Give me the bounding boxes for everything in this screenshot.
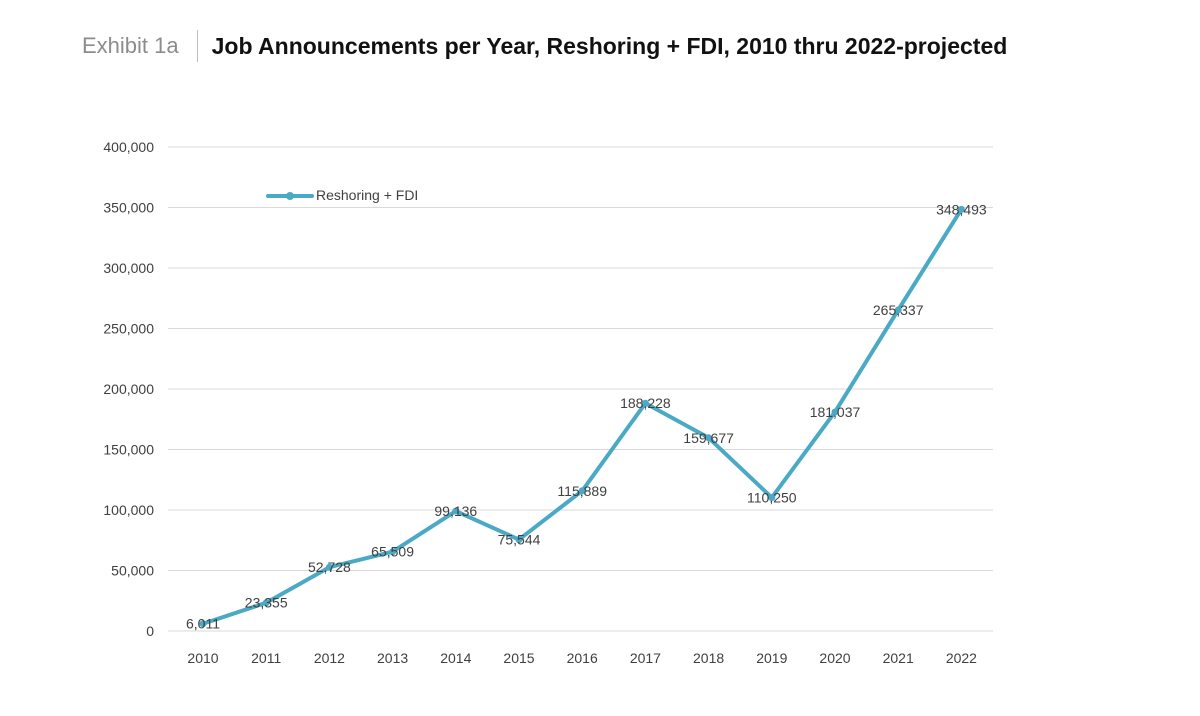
data-label: 159,677 <box>683 430 734 446</box>
data-point <box>957 205 965 213</box>
x-tick-label: 2019 <box>756 650 787 666</box>
data-label: 110,250 <box>747 490 797 506</box>
exhibit-label: Exhibit 1a <box>82 33 179 58</box>
y-tick-label: 0 <box>146 623 154 639</box>
legend-marker <box>286 192 294 200</box>
data-point <box>578 487 586 495</box>
y-tick-label: 150,000 <box>103 442 154 458</box>
data-point <box>894 306 902 314</box>
x-tick-label: 2020 <box>819 650 850 666</box>
x-tick-label: 2012 <box>314 650 345 666</box>
data-label: 99,136 <box>434 503 477 519</box>
header-divider <box>196 30 198 62</box>
y-tick-label: 100,000 <box>103 502 154 518</box>
data-label: 65,509 <box>371 544 414 560</box>
y-tick-label: 250,000 <box>103 321 154 337</box>
data-label: 23,355 <box>245 595 288 611</box>
data-label: 181,037 <box>810 404 861 420</box>
data-point <box>452 507 460 515</box>
data-point <box>641 399 649 407</box>
y-tick-label: 400,000 <box>103 139 154 155</box>
y-tick-label: 300,000 <box>103 260 154 276</box>
legend-label: Reshoring + FDI <box>316 187 418 203</box>
data-point <box>831 408 839 416</box>
x-tick-label: 2016 <box>567 650 598 666</box>
data-point <box>705 434 713 442</box>
data-point <box>199 620 207 628</box>
x-tick-label: 2018 <box>693 650 724 666</box>
y-tick-label: 200,000 <box>103 381 154 397</box>
x-tick-label: 2022 <box>946 650 977 666</box>
data-label: 6,011 <box>186 616 220 632</box>
data-label: 52,728 <box>308 559 351 575</box>
data-point <box>389 548 397 556</box>
x-tick-label: 2010 <box>187 650 218 666</box>
data-label: 75,544 <box>498 532 541 548</box>
x-tick-label: 2021 <box>883 650 914 666</box>
data-label: 265,337 <box>873 302 924 318</box>
data-point <box>325 563 333 571</box>
data-point <box>768 494 776 502</box>
x-tick-label: 2014 <box>440 650 471 666</box>
data-label: 188,228 <box>620 395 671 411</box>
y-tick-label: 50,000 <box>111 563 154 579</box>
x-tick-label: 2015 <box>503 650 534 666</box>
data-label: 115,889 <box>557 483 607 499</box>
x-tick-label: 2017 <box>630 650 661 666</box>
x-tick-label: 2011 <box>251 650 281 666</box>
data-label: 348,493 <box>936 201 987 217</box>
data-point <box>262 599 270 607</box>
data-point <box>515 536 523 544</box>
chart-title: Job Announcements per Year, Reshoring + … <box>211 32 1008 59</box>
chart-header: Exhibit 1a Job Announcements per Year, R… <box>82 28 1007 64</box>
x-tick-label: 2013 <box>377 650 408 666</box>
y-tick-label: 350,000 <box>103 200 154 216</box>
